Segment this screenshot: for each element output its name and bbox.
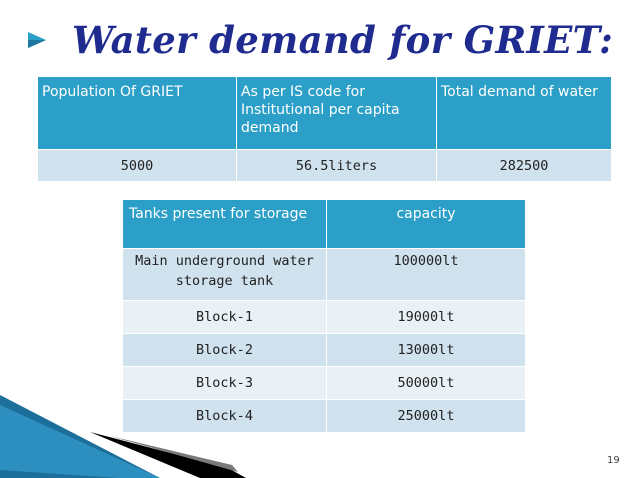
table-row: Block-1 19000lt — [122, 300, 526, 334]
table-row: Block-3 50000lt — [122, 366, 526, 400]
tank-capacity-cell: 25000lt — [326, 399, 526, 433]
cell-per-capita-demand: 56.5liters — [236, 149, 437, 182]
slide-title: Water demand for GRIET: — [72, 18, 614, 62]
tank-name-cell: Block-3 — [122, 366, 327, 400]
swoosh-gray-band — [110, 436, 238, 472]
tank-name-cell: Main underground water storage tank — [122, 248, 327, 301]
header-population: Population Of GRIET — [37, 76, 237, 150]
cell-population: 5000 — [37, 149, 237, 182]
cell-total-demand: 282500 — [436, 149, 612, 182]
demand-table: Population Of GRIET As per IS code for I… — [37, 76, 612, 182]
demand-table-row: 5000 56.5liters 282500 — [37, 149, 612, 182]
tanks-table-header-row: Tanks present for storage capacity — [122, 199, 526, 249]
tank-capacity-cell: 100000lt — [326, 248, 526, 301]
header-per-capita-demand: As per IS code for Institutional per cap… — [236, 76, 437, 150]
table-row: Block-2 13000lt — [122, 333, 526, 367]
tank-capacity-cell: 19000lt — [326, 300, 526, 334]
bullet-arrow-shade-icon — [28, 40, 46, 48]
tank-capacity-cell: 50000lt — [326, 366, 526, 400]
demand-table-header-row: Population Of GRIET As per IS code for I… — [37, 76, 612, 150]
tank-capacity-cell: 13000lt — [326, 333, 526, 367]
table-row: Main underground water storage tank 1000… — [122, 248, 526, 301]
swoosh-black-band — [90, 432, 246, 478]
tank-name-cell: Block-4 — [122, 399, 327, 433]
tank-name-cell: Block-1 — [122, 300, 327, 334]
header-total-demand: Total demand of water — [436, 76, 612, 150]
header-capacity: capacity — [326, 199, 526, 249]
swoosh-light-band — [0, 405, 160, 478]
tanks-table: Tanks present for storage capacity Main … — [122, 199, 526, 433]
page-number: 19 — [607, 455, 620, 466]
table-row: Block-4 25000lt — [122, 399, 526, 433]
header-tanks: Tanks present for storage — [122, 199, 327, 249]
tank-name-cell: Block-2 — [122, 333, 327, 367]
